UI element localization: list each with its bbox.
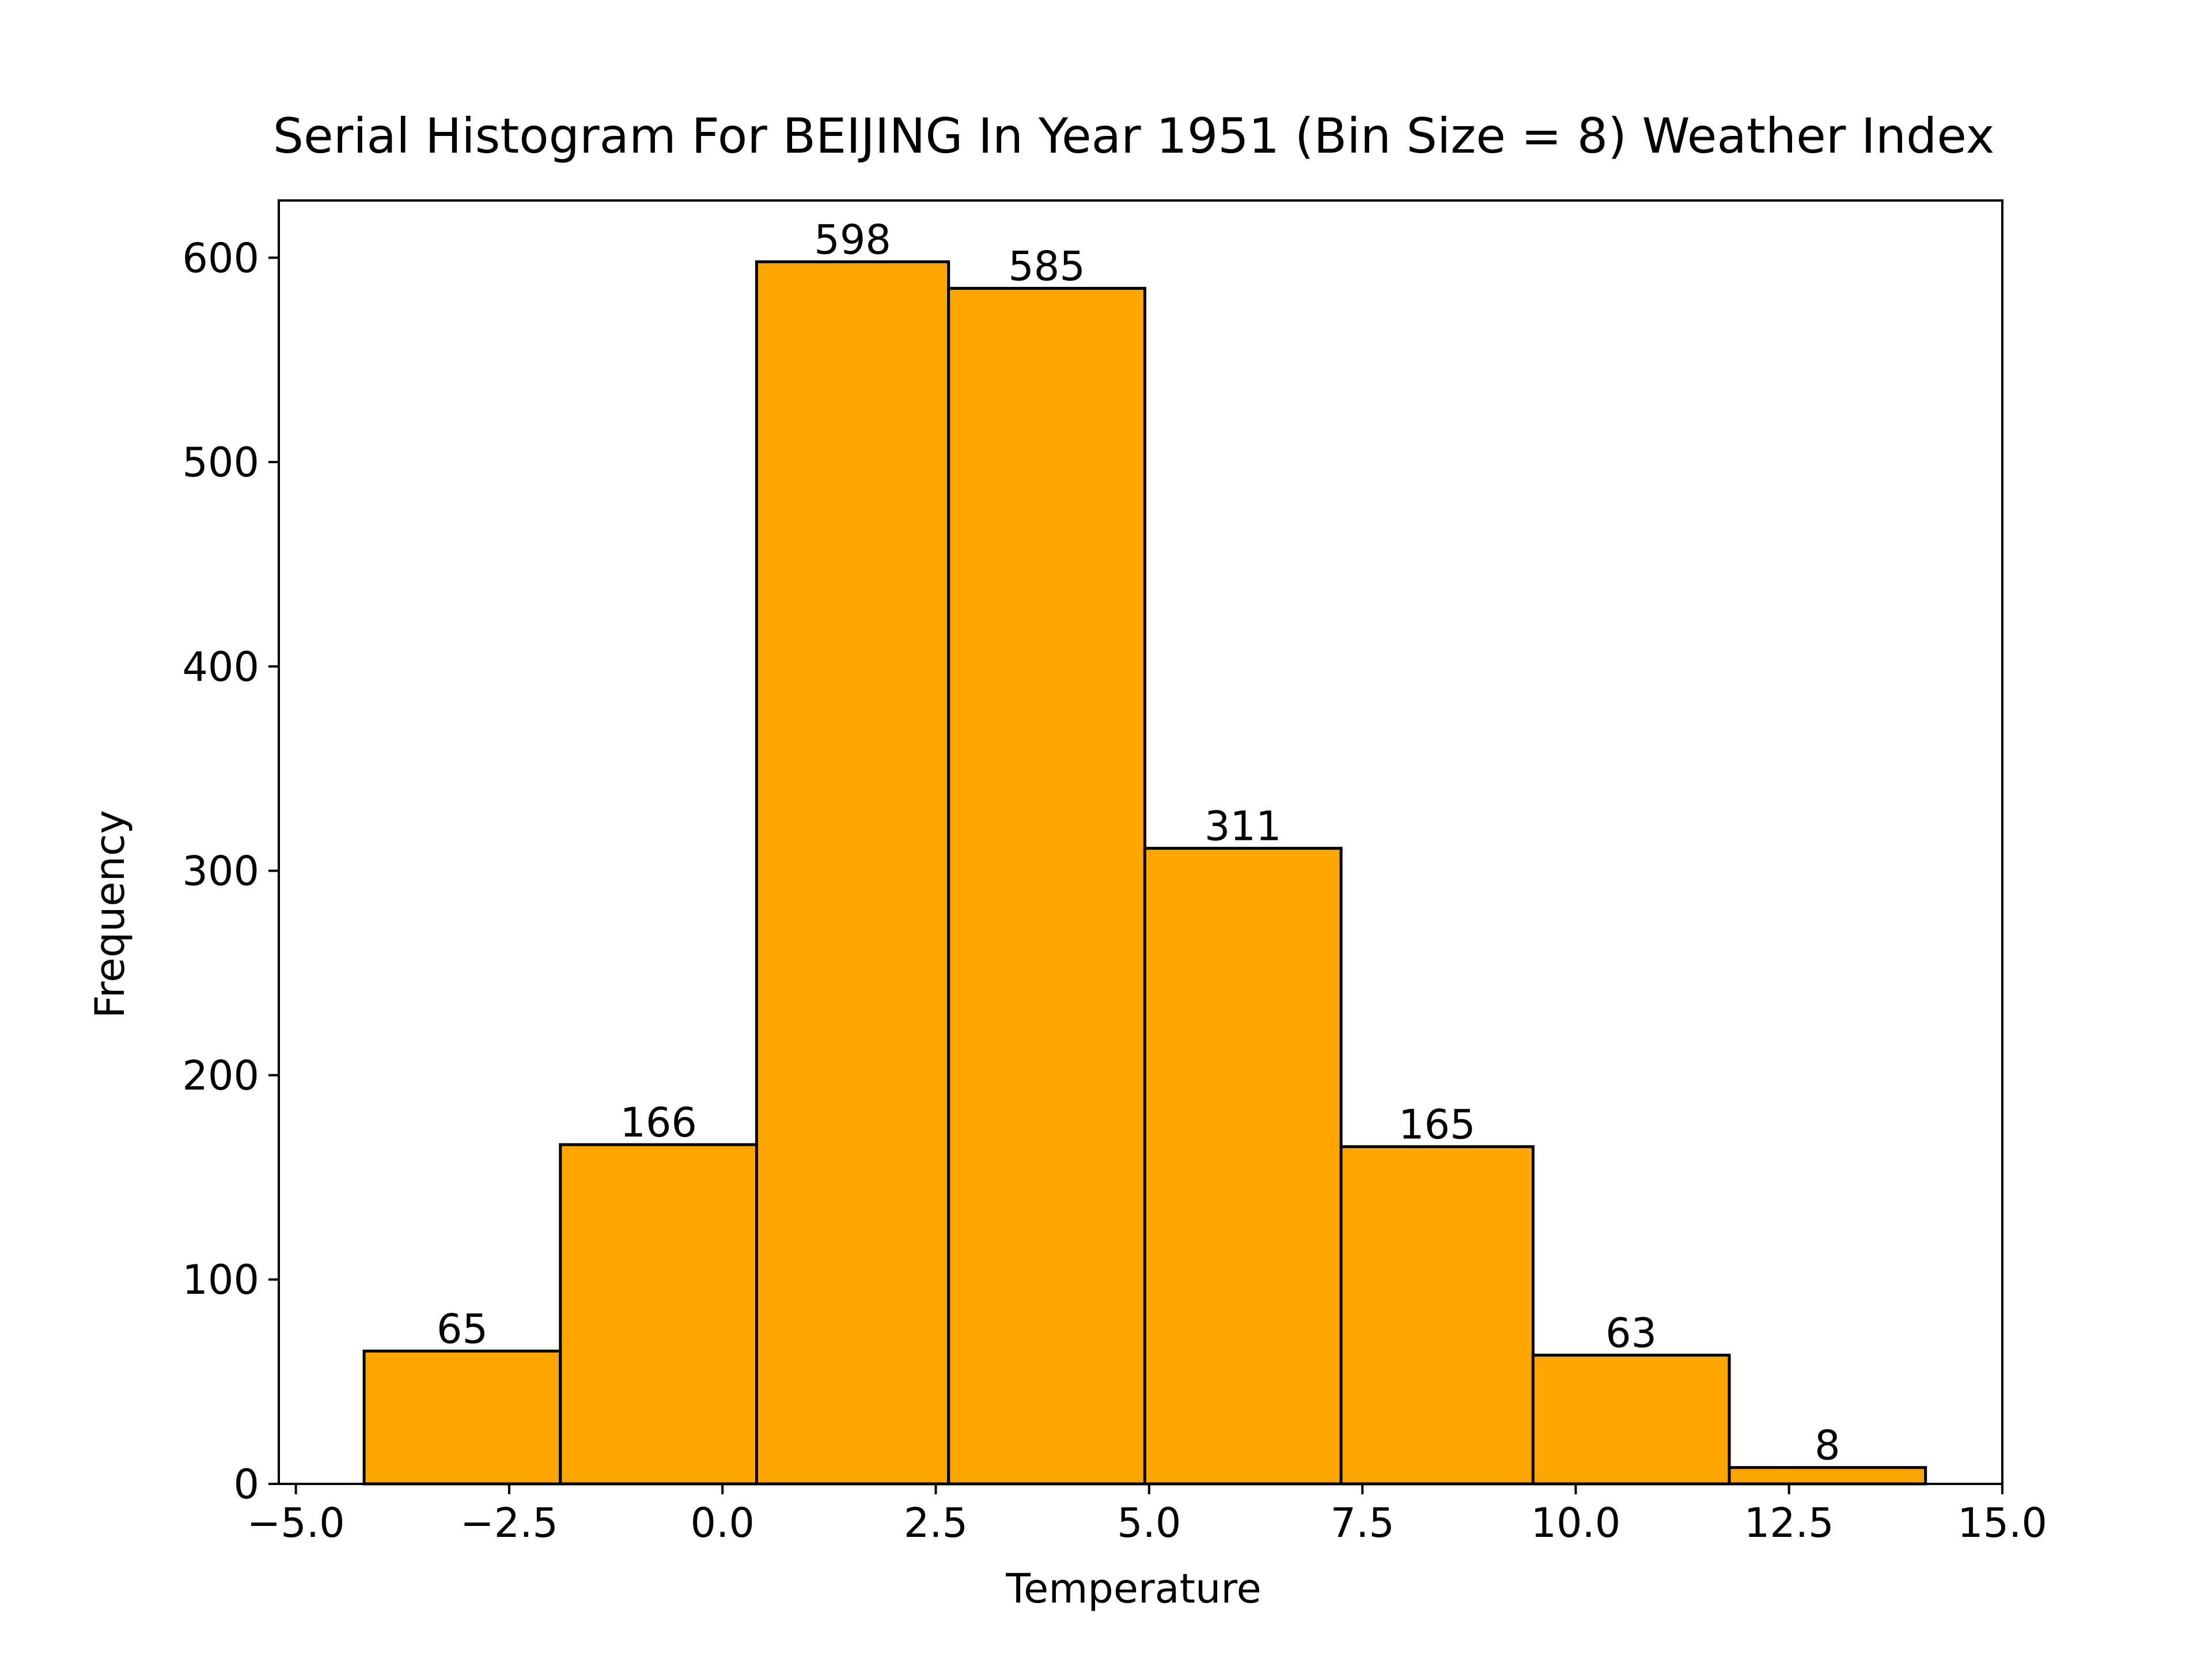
bar-value-label: 8 xyxy=(1815,1422,1840,1469)
x-tick-label: 12.5 xyxy=(1744,1499,1834,1547)
x-axis-ticks: −5.0 −2.5 0.0 2.5 5.0 7.5 10.0 12.5 15.0 xyxy=(247,1484,2047,1547)
y-tick-label: 300 xyxy=(182,848,259,895)
y-axis-ticks: 0 100 200 300 400 500 600 xyxy=(182,234,279,1508)
bars-group xyxy=(362,260,1927,1486)
data-labels-group: 65 166 598 585 311 165 63 8 xyxy=(437,216,1840,1469)
y-tick-label: 100 xyxy=(182,1256,259,1304)
y-axis-label: Frequency xyxy=(86,810,134,1018)
x-tick-label: 10.0 xyxy=(1531,1499,1620,1547)
x-tick-label: 0.0 xyxy=(691,1499,755,1547)
bar-value-label: 63 xyxy=(1605,1309,1657,1357)
x-tick-label: 7.5 xyxy=(1330,1499,1394,1547)
histogram-bar xyxy=(362,1349,562,1486)
x-tick-label: −5.0 xyxy=(247,1499,345,1547)
histogram-bar xyxy=(947,287,1146,1486)
histogram-bar xyxy=(1339,1145,1535,1486)
x-axis-label: Temperature xyxy=(1005,1565,1261,1612)
histogram-bar xyxy=(755,260,950,1486)
bar-value-label: 166 xyxy=(620,1099,697,1146)
chart-title: Serial Histogram For BEIJING In Year 195… xyxy=(273,108,1995,164)
x-tick-label: 5.0 xyxy=(1117,1499,1181,1547)
x-tick-label: 2.5 xyxy=(904,1499,968,1547)
y-tick-label: 600 xyxy=(182,234,259,282)
y-tick-label: 400 xyxy=(182,643,259,691)
plot-area-frame xyxy=(278,199,2003,1485)
bar-value-label: 585 xyxy=(1008,243,1085,290)
bar-value-label: 165 xyxy=(1399,1101,1476,1149)
histogram-bar xyxy=(1143,847,1343,1486)
histogram-bar xyxy=(1728,1466,1927,1486)
histogram-bar xyxy=(559,1143,758,1486)
x-tick-label: 15.0 xyxy=(1957,1499,2047,1547)
y-tick-label: 200 xyxy=(182,1052,259,1099)
bar-value-label: 598 xyxy=(814,216,891,263)
histogram-bar xyxy=(1531,1353,1731,1486)
bar-value-label: 311 xyxy=(1205,803,1282,850)
x-tick-label: −2.5 xyxy=(460,1499,558,1547)
y-tick-label: 0 xyxy=(233,1461,259,1508)
bar-value-label: 65 xyxy=(437,1305,488,1353)
y-tick-label: 500 xyxy=(182,439,259,486)
